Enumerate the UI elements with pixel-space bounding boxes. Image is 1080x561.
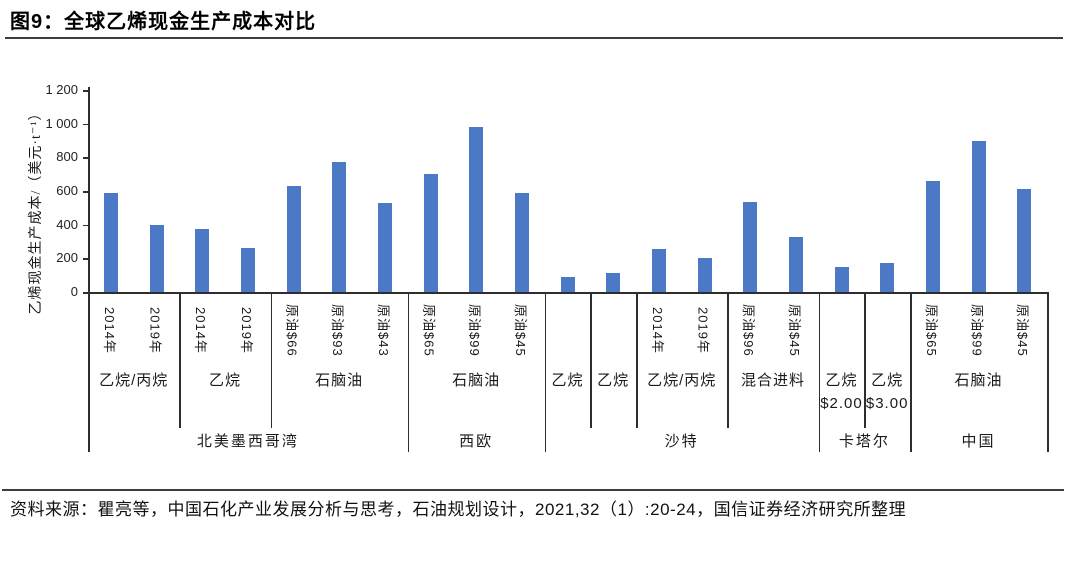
bar-feedstock-label: 原油$99 — [969, 303, 985, 357]
y-tick-label: 1 200 — [45, 82, 78, 97]
group-divider — [727, 292, 729, 428]
cost-bar — [377, 202, 392, 292]
group-divider — [590, 292, 592, 428]
bar-feedstock-label: 2019年 — [695, 306, 711, 354]
y-axis-line — [88, 87, 90, 452]
cost-bar — [240, 248, 255, 292]
feedstock-group-label: 乙烷 $3.00 — [865, 372, 909, 413]
bar-feedstock-label: 原油$43 — [375, 303, 391, 357]
cost-bar — [880, 262, 895, 292]
figure-title: 图9：全球乙烯现金生产成本对比 — [10, 11, 317, 33]
y-tick-mark — [83, 123, 88, 126]
region-divider — [910, 292, 912, 452]
feedstock-group-label: 混合进料 — [740, 372, 805, 389]
cost-bar — [286, 185, 301, 292]
ethylene-cost-bar-chart: 乙烯现金生产成本/（美元·t⁻¹） 1 200 1 000 800 600 400 200… — [29, 82, 1049, 452]
cost-bar — [469, 127, 484, 292]
cost-bar — [788, 237, 803, 292]
region-label: 沙特 — [664, 433, 699, 450]
bar-feedstock-label: 2014年 — [193, 306, 209, 354]
y-tick-label: 800 — [56, 149, 78, 165]
y-tick-mark — [83, 258, 88, 260]
y-tick-mark — [83, 90, 88, 92]
bar-feedstock-label: 原油$93 — [330, 303, 346, 357]
region-divider — [544, 292, 547, 452]
y-tick-label: 600 — [56, 183, 78, 198]
bar-feedstock-label: 原油$45 — [786, 303, 802, 357]
y-tick-label: 200 — [56, 250, 78, 266]
feedstock-group-label: 乙烷/丙烷 — [99, 372, 169, 389]
cost-bar — [195, 228, 210, 292]
cost-bar — [971, 141, 986, 292]
bar-feedstock-label: 原油$45 — [512, 303, 528, 357]
cost-bar — [103, 192, 118, 292]
cost-bar — [834, 266, 849, 292]
source-text: 资料来源：瞿亮等，中国石化产业发展分析与思考，石油规划设计，2021,32（1）… — [10, 500, 907, 519]
cost-bar — [743, 201, 758, 292]
bar-feedstock-label: 2014年 — [649, 306, 665, 354]
y-tick-label: 1 000 — [45, 115, 78, 131]
feedstock-group-label: 乙烷/丙烷 — [647, 372, 717, 389]
feedstock-group-label: 石脑油 — [452, 372, 501, 389]
bar-feedstock-label: 原油$65 — [923, 303, 939, 357]
x-axis-line — [88, 292, 1047, 294]
bar-feedstock-label: 2019年 — [238, 306, 254, 354]
title-rule — [5, 37, 1063, 39]
cost-bar — [651, 249, 666, 292]
group-divider — [179, 292, 181, 428]
y-tick-mark — [83, 224, 88, 227]
y-tick-mark — [83, 292, 88, 294]
bar-feedstock-label: 2014年 — [101, 306, 117, 354]
feedstock-group-label: 乙烷 — [208, 372, 241, 389]
bar-feedstock-label: 原油$45 — [1015, 303, 1031, 357]
source-rule — [2, 489, 1064, 491]
bar-feedstock-label: 原油$99 — [467, 303, 483, 357]
feedstock-group-label: 石脑油 — [954, 372, 1003, 389]
region-label: 卡塔尔 — [838, 433, 890, 450]
region-label: 西欧 — [459, 433, 494, 450]
feedstock-group-label: 乙烷 $2.00 — [820, 372, 863, 413]
feedstock-group-label: 乙烷 — [597, 372, 630, 389]
region-divider — [407, 292, 410, 452]
group-divider — [864, 292, 866, 428]
region-divider — [818, 292, 821, 452]
chart-right-border — [1047, 292, 1049, 452]
cost-bar — [697, 258, 712, 292]
bar-feedstock-label: 2019年 — [147, 306, 163, 354]
region-label: 北美墨西哥湾 — [196, 433, 299, 450]
bar-feedstock-label: 原油$96 — [741, 303, 757, 357]
cost-bar — [423, 174, 438, 292]
y-tick-mark — [83, 191, 88, 193]
cost-bar — [925, 180, 940, 292]
feedstock-group-label: 石脑油 — [315, 372, 364, 389]
cost-bar — [332, 161, 347, 292]
cost-bar — [149, 224, 164, 292]
y-axis-title: 乙烯现金生产成本/（美元·t⁻¹） — [29, 105, 44, 315]
bar-feedstock-label: 原油$66 — [284, 303, 300, 357]
region-label: 中国 — [961, 433, 996, 450]
bar-feedstock-label: 原油$65 — [421, 303, 437, 357]
group-divider — [636, 292, 638, 428]
cost-bar — [606, 272, 621, 292]
cost-bar — [560, 276, 575, 292]
feedstock-group-label: 乙烷 — [551, 372, 584, 389]
cost-bar — [514, 192, 529, 292]
y-tick-label: 0 — [70, 284, 78, 299]
y-tick-mark — [83, 157, 88, 159]
group-divider — [270, 292, 273, 428]
cost-bar — [1017, 189, 1032, 292]
y-tick-label: 400 — [56, 216, 78, 232]
